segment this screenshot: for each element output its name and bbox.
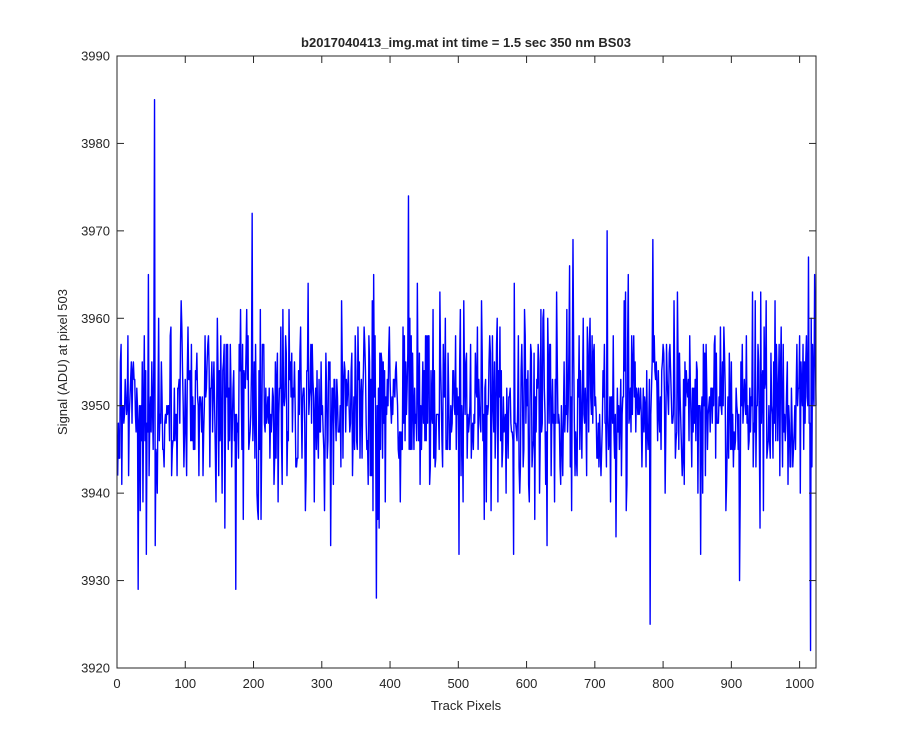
x-tick-label: 800	[652, 676, 674, 691]
axes-box	[116, 55, 817, 669]
x-tick-label: 300	[311, 676, 333, 691]
y-tick-label: 3970	[81, 223, 110, 238]
y-axis-label: Signal (ADU) at pixel 503	[55, 289, 70, 435]
x-tick-label: 700	[584, 676, 606, 691]
y-tick-label: 3920	[81, 661, 110, 676]
y-tick-label: 3960	[81, 311, 110, 326]
x-tick-label: 500	[447, 676, 469, 691]
x-tick-label: 100	[174, 676, 196, 691]
x-tick-label: 0	[113, 676, 120, 691]
signal-series-line	[116, 99, 817, 652]
y-tick-label: 3980	[81, 136, 110, 151]
x-tick-label: 200	[243, 676, 265, 691]
series-layer	[116, 99, 817, 652]
y-tick-label: 3940	[81, 486, 110, 501]
x-axis-label: Track Pixels	[431, 698, 502, 713]
y-tick-label: 3990	[81, 49, 110, 64]
x-tick-label: 400	[379, 676, 401, 691]
tick-layer: 0 100 200 300 400 500 600 700 800 900 1000 3920 3930…	[81, 49, 816, 691]
y-tick-label: 3930	[81, 573, 110, 588]
y-tick-label: 3950	[81, 398, 110, 413]
x-tick-label: 1000	[785, 676, 814, 691]
x-tick-label: 600	[516, 676, 538, 691]
x-tick-label: 900	[721, 676, 743, 691]
chart-title: b2017040413_img.mat int time = 1.5 sec 3…	[301, 35, 631, 50]
